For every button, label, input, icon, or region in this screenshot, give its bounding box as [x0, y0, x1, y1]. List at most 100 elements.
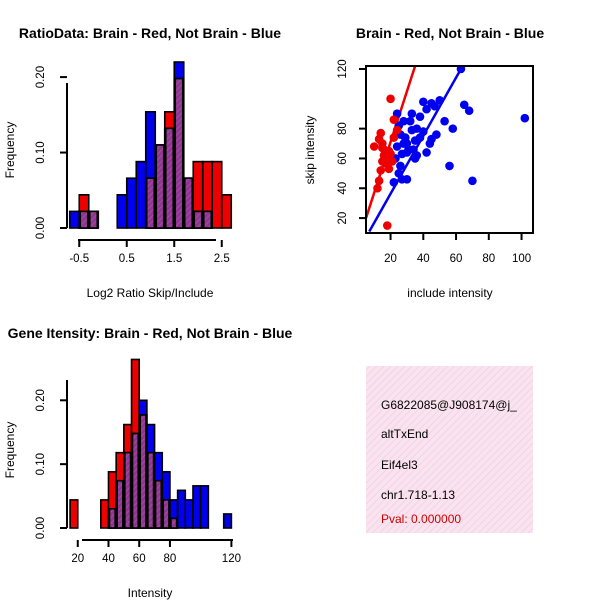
- overlap-bar: [116, 479, 124, 529]
- chart-title: Brain - Red, Not Brain - Blue: [356, 25, 544, 41]
- x-tick-label: 100: [512, 253, 531, 265]
- chart-title: Gene Itensity: Brain - Red, Not Brain - …: [8, 325, 293, 341]
- not-brain-point: [459, 100, 469, 110]
- event-type: altTxEnd: [381, 427, 428, 441]
- y-tick-label: 120: [337, 59, 349, 78]
- x-tick-label: 80: [164, 553, 177, 565]
- brain-point: [378, 143, 387, 153]
- x-tick-label: 40: [102, 553, 115, 565]
- not-brain-point: [520, 113, 530, 123]
- not-brain-point: [468, 176, 477, 186]
- overlap-bar: [154, 479, 163, 529]
- x-tick-label: 2.5: [214, 253, 230, 265]
- brain-bar: [100, 499, 110, 529]
- not-brain-point: [445, 161, 454, 171]
- brain-point: [382, 221, 392, 230]
- points-group: [369, 66, 530, 230]
- x-tick-label: 80: [482, 253, 495, 265]
- y-ticks: 0.00 0.10 0.20: [35, 66, 67, 239]
- brain-bar: [69, 499, 79, 529]
- x-axis-label: Log2 Ratio Skip/Include: [87, 286, 214, 300]
- overlap-bar: [193, 210, 203, 229]
- x-axis-label: include intensity: [407, 286, 492, 300]
- overlap-bar: [147, 451, 155, 529]
- not-brain-point: [389, 178, 399, 187]
- not-brain-point: [396, 161, 405, 171]
- not-brain-point: [422, 148, 431, 157]
- brain-point: [376, 166, 386, 175]
- not-brain-point: [432, 130, 441, 139]
- bars-group: [69, 358, 233, 529]
- overlap-bar: [202, 210, 213, 229]
- brain-point: [376, 128, 386, 138]
- not-brain-point: [392, 142, 402, 151]
- not-brain-bar: [135, 160, 147, 229]
- y-tick-label: 0.20: [35, 66, 47, 88]
- brain-point: [386, 94, 395, 104]
- not-brain-point: [407, 109, 417, 119]
- gene-name: Eif4el3: [381, 458, 418, 472]
- y-axis-label: Frequency: [3, 422, 17, 479]
- overlap-bar: [88, 210, 99, 229]
- brain-point: [387, 157, 397, 166]
- x-ticks: 20 40 60 80 100: [384, 233, 531, 265]
- x-ticks: 20 40 60 80 120: [71, 540, 241, 565]
- p-value: Pval: 0.000000: [381, 512, 461, 526]
- y-ticks: 20 40 60 80 120: [337, 59, 366, 224]
- gene-intensity-panel: Gene Itensity: Brain - Red, Not Brain - …: [3, 325, 293, 600]
- x-tick-label: 0.5: [119, 253, 135, 265]
- brain-point: [389, 133, 399, 142]
- not-brain-bar: [176, 489, 187, 529]
- overlap-bar: [164, 127, 175, 229]
- y-tick-label: 0.00: [35, 517, 47, 539]
- overlap-bar: [124, 451, 132, 529]
- scatter-panel: Brain - Red, Not Brain - Blue 20 40 60 80 12…: [303, 25, 544, 300]
- not-brain-point: [412, 124, 422, 133]
- overlap-bar: [174, 77, 184, 229]
- y-tick-label: 20: [337, 212, 349, 225]
- info-background: [366, 366, 533, 533]
- not-brain-point: [400, 133, 410, 142]
- not-brain-point: [397, 175, 407, 184]
- brain-point: [373, 183, 382, 193]
- x-tick-label: -0.5: [69, 253, 89, 265]
- overlap-bar: [131, 432, 140, 529]
- overlap-bar: [79, 210, 89, 229]
- not-brain-bar: [222, 513, 233, 529]
- not-brain-point: [415, 112, 425, 121]
- not-brain-point: [456, 66, 466, 74]
- brain-point: [389, 115, 399, 124]
- not-brain-point: [419, 97, 428, 107]
- not-brain-point: [425, 139, 435, 148]
- x-tick-label: 20: [384, 253, 397, 265]
- x-tick-label: 60: [450, 253, 463, 265]
- brain-point: [384, 164, 394, 174]
- brain-point: [392, 125, 402, 135]
- not-brain-point: [430, 101, 440, 111]
- not-brain-point: [405, 116, 415, 126]
- bars-group: [68, 61, 233, 229]
- y-tick-label: 80: [337, 122, 349, 135]
- overlap-bar: [139, 414, 147, 529]
- y-tick-label: 0.20: [35, 389, 47, 411]
- y-tick-label: 0.10: [35, 453, 47, 475]
- plot-box: [365, 65, 534, 234]
- x-tick-label: 120: [222, 553, 241, 565]
- not-brain-bar: [192, 485, 202, 529]
- brain-point: [374, 176, 384, 186]
- not-brain-point: [410, 154, 420, 163]
- not-brain-bar: [199, 485, 210, 529]
- y-axis-label: Frequency: [3, 122, 17, 179]
- y-tick-label: 60: [337, 152, 349, 165]
- x-tick-label: 1.5: [166, 253, 182, 265]
- brain-fit-line: [366, 66, 417, 219]
- overlap-bar: [183, 177, 194, 229]
- not-brain-point: [422, 104, 431, 114]
- overlap-bar: [145, 177, 156, 229]
- y-axis-label: skip intensity: [303, 116, 317, 185]
- x-tick-label: 60: [133, 553, 146, 565]
- overlap-bar: [170, 517, 178, 529]
- x-tick-label: 20: [71, 553, 84, 565]
- x-ticks: -0.5 0.5 1.5 2.5: [69, 240, 230, 265]
